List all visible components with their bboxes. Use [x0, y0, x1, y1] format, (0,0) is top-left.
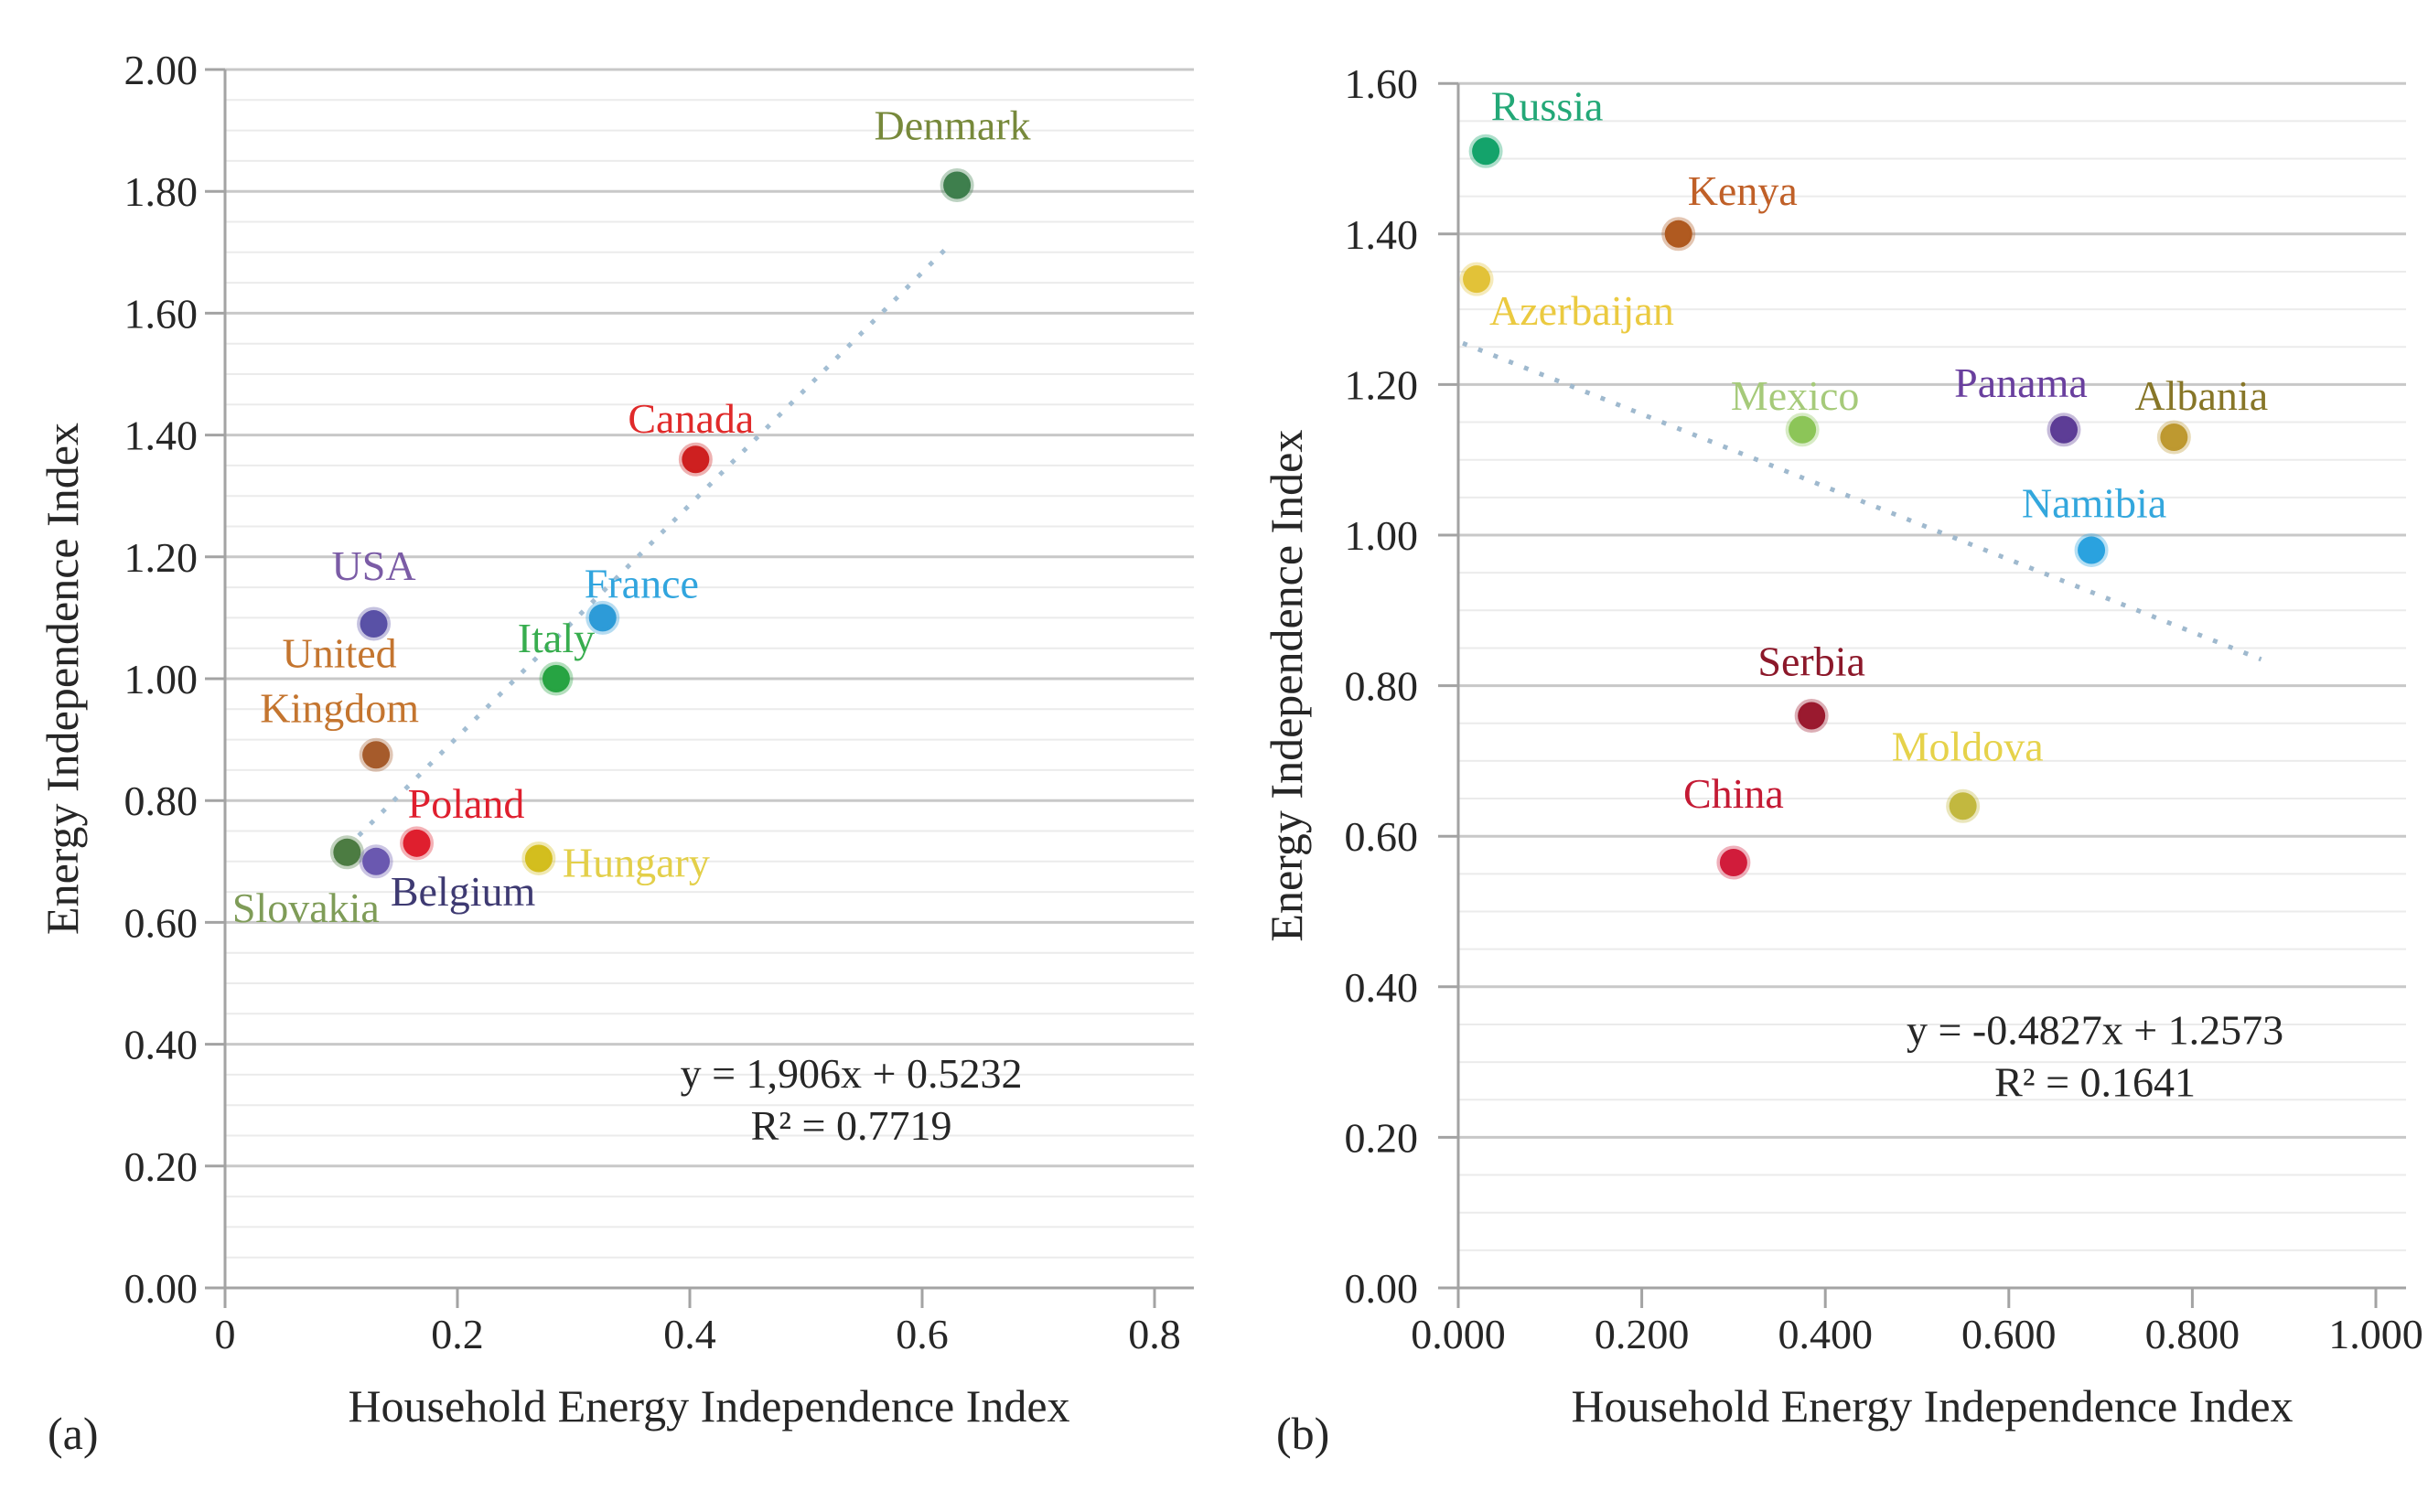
data-point-canada — [678, 442, 713, 477]
y-tick-label-a: 0.20 — [124, 1143, 199, 1190]
x-axis-title-b: Household Energy Independence Index — [1571, 1380, 2293, 1432]
y-tick-label-a: 1.20 — [124, 534, 199, 581]
point-label-usa: USA — [332, 542, 416, 589]
y-tick-label-a: 0.80 — [124, 777, 199, 824]
y-tick-label-a: 2.00 — [124, 47, 199, 93]
point-label-united-kingdom: United — [282, 629, 396, 676]
y-tick-label-b: 1.40 — [1345, 211, 1419, 258]
y-tick-label-a: 0.00 — [124, 1265, 199, 1312]
y-tick-label-b: 1.60 — [1345, 60, 1419, 107]
x-tick-label-b: 0.400 — [1778, 1311, 1873, 1357]
point-label-albania: Albania — [2135, 372, 2269, 419]
y-tick-label-b: 0.20 — [1345, 1114, 1419, 1161]
point-label-moldova: Moldova — [1892, 723, 2044, 769]
panel-b: 1.60 1.40 1.20 1.00 0.80 0.60 0.40 0.20 0.000.00… — [1261, 60, 2423, 1459]
y-tick-label-b: 1.00 — [1345, 512, 1419, 559]
trendline-a — [333, 241, 953, 861]
y-tick-label-a: 1.00 — [124, 656, 199, 702]
y-tick-label-a: 0.60 — [124, 899, 199, 946]
data-point-russia — [1468, 134, 1503, 168]
point-label-slovakia: Slovakia — [232, 885, 380, 931]
data-point-italy — [539, 661, 574, 696]
data-point-belgium — [359, 844, 393, 879]
data-point-moldova — [1946, 788, 1981, 823]
y-axis-title-a: Energy Independence Index — [37, 423, 88, 935]
trendline-b — [1462, 340, 2262, 662]
point-label-panama: Panama — [1954, 359, 2088, 406]
point-label-italy: Italy — [518, 615, 595, 661]
data-point-poland — [400, 826, 435, 861]
y-tick-label-b: 0.40 — [1345, 964, 1419, 1011]
data-point-panama — [2047, 413, 2081, 447]
data-point-hungary — [521, 841, 556, 875]
y-tick-label-b: 0.60 — [1345, 813, 1419, 860]
point-label-united-kingdom: Kingdom — [260, 684, 419, 731]
y-tick-label-a: 0.40 — [124, 1022, 199, 1068]
point-label-canada: Canada — [628, 395, 754, 442]
y-tick-label-b: 0.80 — [1345, 663, 1419, 710]
point-label-hungary: Hungary — [563, 839, 710, 885]
point-label-namibia: Namibia — [2022, 479, 2166, 526]
y-tick-label-a: 1.80 — [124, 168, 199, 215]
x-tick-label-b: 0.600 — [1961, 1311, 2057, 1357]
point-label-china: China — [1683, 770, 1784, 817]
point-label-denmark: Denmark — [875, 102, 1031, 149]
x-axis-title-a: Household Energy Independence Index — [348, 1380, 1069, 1432]
x-tick-label-b: 0.800 — [2145, 1311, 2240, 1357]
trend-equation-b: y = -0.4827x + 1.2573 — [1907, 1007, 2283, 1054]
y-tick-label-b: 0.00 — [1345, 1265, 1419, 1312]
trend-r2-a: R² = 0.7719 — [751, 1102, 952, 1149]
y-tick-label-b: 1.20 — [1345, 361, 1419, 408]
point-label-mexico: Mexico — [1731, 372, 1860, 419]
x-tick-label-b: 0.000 — [1411, 1311, 1506, 1357]
point-label-kenya: Kenya — [1688, 167, 1798, 214]
point-label-azerbaijan: Azerbaijan — [1489, 287, 1674, 334]
data-point-china — [1716, 845, 1751, 880]
panel-a: 2.001.801.601.401.201.000.800.600.400.20… — [37, 47, 1194, 1459]
data-point-serbia — [1794, 699, 1829, 734]
data-point-united-kingdom — [359, 737, 393, 772]
data-point-albania — [2156, 420, 2191, 455]
x-tick-label-b: 1.000 — [2328, 1311, 2423, 1357]
x-tick-label-b: 0.200 — [1595, 1311, 1690, 1357]
data-point-usa — [357, 606, 392, 641]
x-tick-label-a: 0 — [215, 1311, 236, 1357]
minor-gridlines-a — [225, 99, 1194, 1259]
minor-gridlines-b — [1458, 120, 2406, 1251]
y-axis-title-b: Energy Independence Index — [1261, 430, 1312, 942]
x-tick-label-a: 0.4 — [663, 1311, 716, 1357]
data-point-slovakia — [329, 835, 364, 870]
x-tick-label-a: 0.6 — [896, 1311, 949, 1357]
point-label-poland: Poland — [408, 780, 525, 827]
panel-label-b: (b) — [1276, 1408, 1329, 1459]
data-point-france — [586, 600, 620, 635]
data-point-denmark — [940, 168, 974, 203]
x-tick-label-a: 0.2 — [431, 1311, 484, 1357]
point-label-russia: Russia — [1491, 82, 1604, 129]
panel-label-a: (a) — [48, 1408, 99, 1459]
y-tick-label-a: 1.40 — [124, 413, 199, 459]
data-point-namibia — [2074, 532, 2109, 567]
trend-r2-b: R² = 0.1641 — [1994, 1059, 2196, 1106]
x-tick-label-a: 0.8 — [1128, 1311, 1181, 1357]
point-label-belgium: Belgium — [391, 868, 536, 915]
major-gridlines-a — [225, 68, 1194, 1168]
y-tick-label-a: 1.60 — [124, 290, 199, 337]
data-point-kenya — [1661, 217, 1696, 252]
major-gridlines-b — [1458, 81, 2406, 1139]
trend-equation-a: y = 1,906x + 0.5232 — [681, 1050, 1023, 1097]
point-label-france: France — [585, 560, 699, 606]
data-point-azerbaijan — [1459, 262, 1494, 296]
point-label-serbia: Serbia — [1757, 638, 1865, 685]
data-point-mexico — [1785, 413, 1820, 447]
